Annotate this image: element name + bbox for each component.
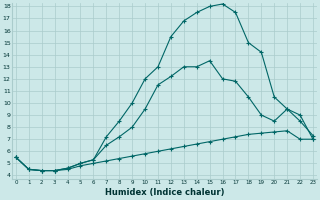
X-axis label: Humidex (Indice chaleur): Humidex (Indice chaleur) [105, 188, 224, 197]
